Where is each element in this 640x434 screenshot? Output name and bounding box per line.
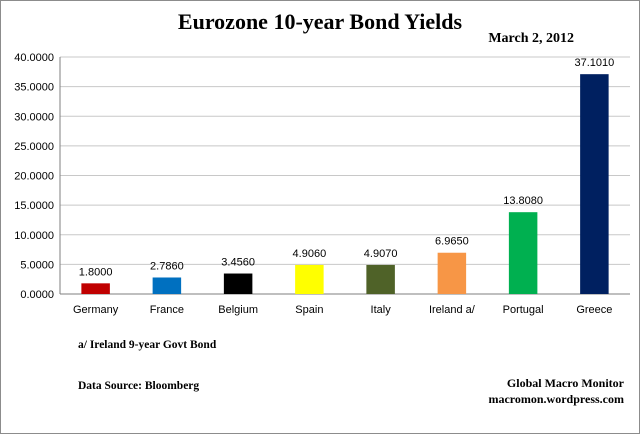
data-label: 1.8000 bbox=[79, 266, 113, 278]
data-label: 37.1010 bbox=[574, 57, 614, 69]
data-label: 6.9650 bbox=[435, 236, 469, 248]
y-tick-label: 30.0000 bbox=[14, 111, 54, 123]
y-tick-label: 25.0000 bbox=[14, 141, 54, 153]
bar bbox=[152, 277, 182, 294]
data-label: 13.8080 bbox=[503, 195, 543, 207]
y-tick-label: 0.0000 bbox=[20, 289, 54, 301]
y-tick-label: 40.0000 bbox=[14, 52, 54, 64]
bar bbox=[223, 273, 253, 294]
x-tick-label: Portugal bbox=[503, 304, 544, 316]
credit-url: macromon.wordpress.com bbox=[488, 392, 624, 406]
y-tick-label: 15.0000 bbox=[14, 200, 54, 212]
y-tick-label: 5.0000 bbox=[20, 259, 54, 271]
x-tick-label: Greece bbox=[576, 304, 612, 316]
chart-date: March 2, 2012 bbox=[488, 31, 574, 46]
x-tick-label: Italy bbox=[371, 304, 392, 316]
y-tick-label: 10.0000 bbox=[14, 230, 54, 242]
x-tick-label: Spain bbox=[295, 304, 323, 316]
chart-title: Eurozone 10-year Bond Yields bbox=[177, 9, 463, 34]
data-source: Data Source: Bloomberg bbox=[78, 380, 200, 392]
x-tick-label: Ireland a/ bbox=[429, 304, 476, 316]
bar bbox=[508, 212, 538, 294]
x-tick-label: Germany bbox=[73, 304, 119, 316]
x-tick-label: Belgium bbox=[218, 304, 258, 316]
bar bbox=[366, 264, 395, 294]
bar bbox=[295, 264, 324, 294]
data-label: 4.9060 bbox=[293, 248, 327, 260]
footnote: a/ Ireland 9-year Govt Bond bbox=[78, 339, 217, 351]
bar bbox=[81, 283, 110, 294]
x-tick-label: France bbox=[150, 304, 184, 316]
data-label: 2.7860 bbox=[150, 260, 184, 272]
data-label: 4.9070 bbox=[364, 248, 398, 260]
bar bbox=[437, 252, 467, 294]
y-tick-label: 35.0000 bbox=[14, 82, 54, 94]
y-tick-label: 20.0000 bbox=[14, 171, 54, 183]
data-label: 3.4560 bbox=[221, 257, 255, 269]
bar bbox=[580, 74, 609, 294]
credit-name: Global Macro Monitor bbox=[506, 376, 624, 390]
